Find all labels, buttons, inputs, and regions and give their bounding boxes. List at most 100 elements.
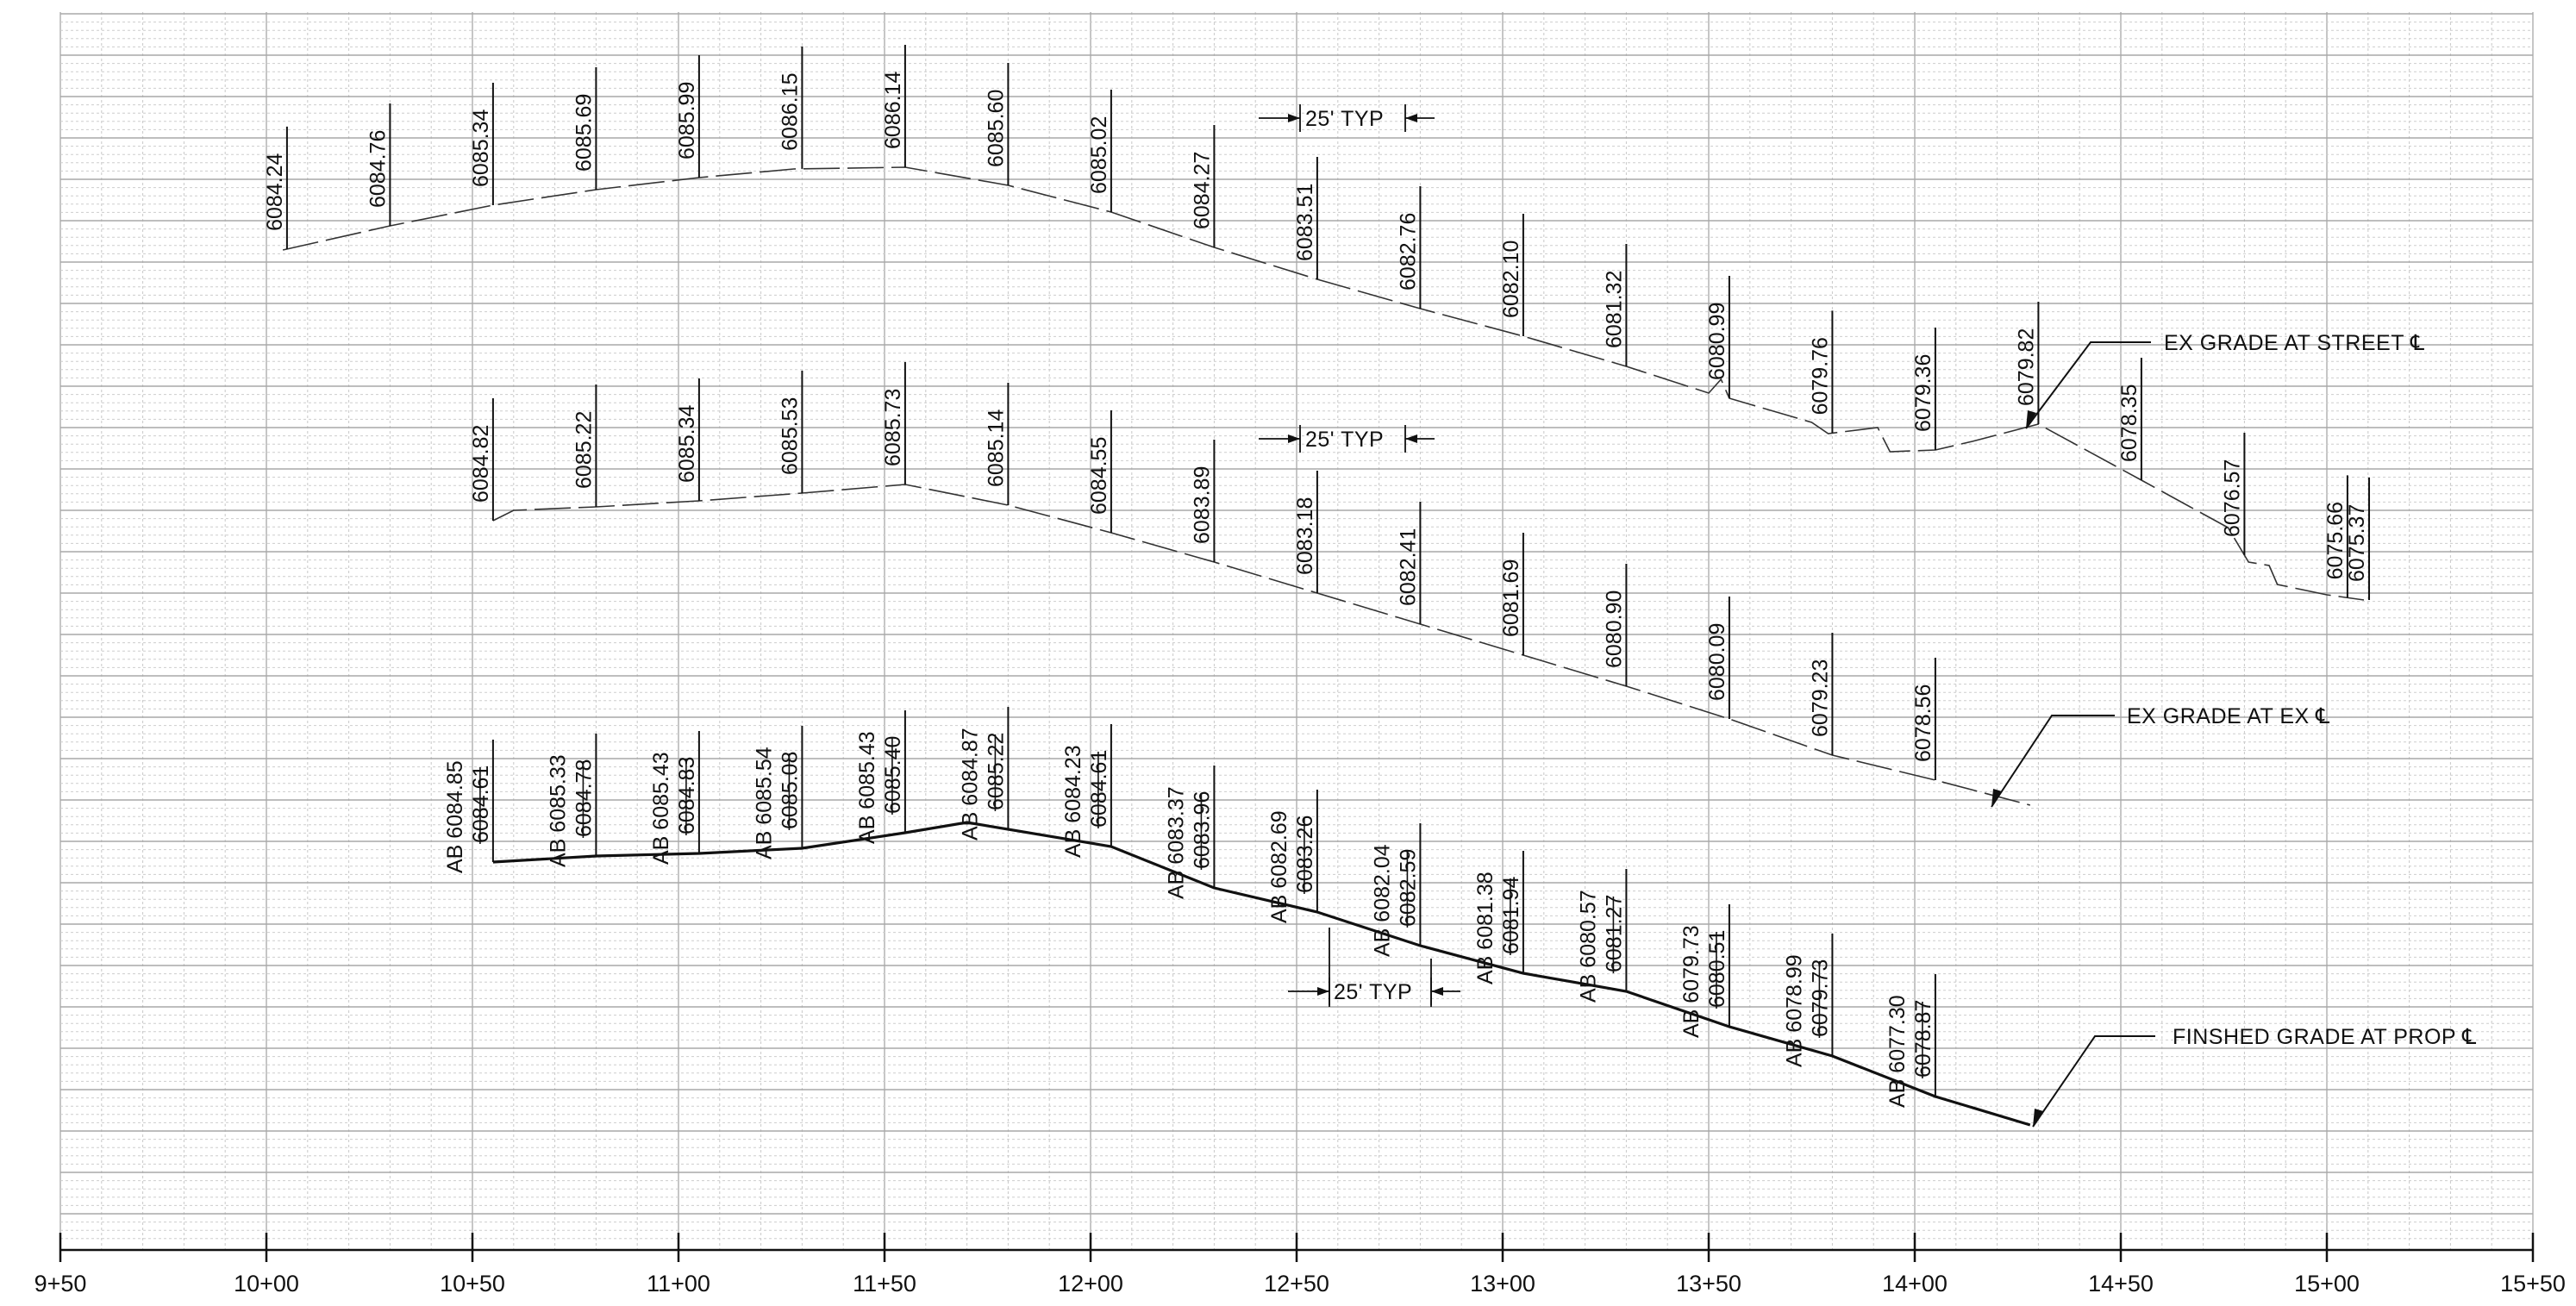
fg-elevation-label: 6084.83 <box>675 757 699 834</box>
typ-dimension: 25' TYP <box>1259 425 1435 453</box>
street-elevation-labels: 6084.24 6084.76 6085.34 6085.69 6085.99 6086.… <box>263 45 2371 600</box>
fg-elevation-label: 6085.08 <box>778 752 802 829</box>
elevation-label: 6079.82 <box>2014 328 2038 406</box>
elevation-label: 6080.09 <box>1705 623 1729 701</box>
grade-callout: EX GRADE AT STREET ℄ <box>2025 331 2425 429</box>
station-tick-label: 15+00 <box>2294 1271 2360 1297</box>
elevation-label: 6085.14 <box>984 409 1008 487</box>
fg-elevation-label: 6078.87 <box>1911 1000 1935 1078</box>
dim-text: 25' TYP <box>1305 107 1384 131</box>
fg-elevation-label: 6085.40 <box>881 736 905 814</box>
arrow-icon <box>1288 114 1300 122</box>
elevation-label: 6078.56 <box>1911 684 1935 762</box>
elevation-label: 6085.73 <box>881 389 905 466</box>
elevation-label: 6085.34 <box>469 109 493 187</box>
elevation-label: 6084.55 <box>1087 437 1111 515</box>
typ-dimension: 25' TYP <box>1259 104 1435 132</box>
station-tick-label: 14+00 <box>1882 1271 1948 1297</box>
dim-text: 25' TYP <box>1334 980 1412 1004</box>
station-tick-label: 13+00 <box>1470 1271 1535 1297</box>
elevation-label: 6085.34 <box>675 405 699 483</box>
elevation-label: 6083.51 <box>1293 184 1317 261</box>
fg-elevation-label: 6085.22 <box>984 733 1008 810</box>
profiles: 6084.24 6084.76 6085.34 6085.69 6085.99 6086.… <box>263 45 2371 1127</box>
dim-text: 25' TYP <box>1305 428 1384 452</box>
ab-elevation-label: AB 6085.33 <box>546 754 570 867</box>
ab-elevation-label: AB 6085.43 <box>649 752 673 865</box>
callout-note: EX GRADE AT STREET ℄ <box>2164 331 2425 355</box>
fg-elevation-label: 6081.94 <box>1499 877 1523 954</box>
elevation-label: 6085.69 <box>572 94 596 172</box>
ab-elevation-label: AB 6083.37 <box>1164 786 1188 899</box>
profile-line-prop-fl <box>492 821 2031 1127</box>
station-tick-label: 11+00 <box>647 1271 710 1297</box>
elevation-label: 6079.76 <box>1808 337 1832 415</box>
dimensions: 25' TYP 25' TYP 25' TYP <box>1259 104 1460 1007</box>
fg-elevation-label: 6084.61 <box>1087 750 1111 828</box>
elevation-label: 6079.23 <box>1808 659 1832 737</box>
elevation-label: 6081.32 <box>1602 271 1626 348</box>
ab-elevation-label: AB 6081.38 <box>1473 872 1497 984</box>
elevation-label: 6080.99 <box>1705 303 1729 380</box>
station-tick-label: 10+50 <box>440 1271 505 1297</box>
station-axis: 9+50 10+00 10+50 11+00 11+50 12+00 12+50 13+00 1… <box>34 1233 2566 1297</box>
elevation-label: 6084.76 <box>366 130 390 208</box>
station-tick-label: 9+50 <box>34 1271 87 1297</box>
ab-elevation-label: AB 6078.99 <box>1782 954 1806 1067</box>
callouts: EX GRADE AT STREET ℄ EX GRADE AT EX ℄ FINS… <box>1991 331 2476 1128</box>
elevation-label: 6085.60 <box>984 90 1008 167</box>
elevation-label: 6078.35 <box>2117 384 2141 462</box>
elevation-label: 6085.99 <box>675 82 699 159</box>
ab-elevation-label: AB 6082.04 <box>1370 844 1394 957</box>
ab-elevation-label: AB 6077.30 <box>1885 995 1910 1108</box>
ab-elevation-label: AB 6080.57 <box>1576 890 1600 1003</box>
typ-dimension: 25' TYP <box>1288 978 1460 1005</box>
elevation-label: 6083.18 <box>1293 497 1317 575</box>
profile-line-ex-fl <box>492 484 2031 806</box>
fg-elevation-label: 6080.51 <box>1705 930 1729 1008</box>
elevation-label: 6083.89 <box>1190 466 1214 544</box>
ab-elevation-label: AB 6085.43 <box>855 731 879 844</box>
elevation-label: 6086.15 <box>778 72 802 150</box>
station-tick-label: 10+00 <box>234 1271 299 1297</box>
prop-fl-elevation-labels: AB 6084.85 6084.61 AB 6085.33 6084.78 AB 608… <box>443 707 1936 1108</box>
elevation-label: 6076.57 <box>2220 459 2244 537</box>
elevation-label: 6085.22 <box>572 411 596 489</box>
station-tick-label: 12+00 <box>1058 1271 1123 1297</box>
station-tick-label: 14+50 <box>2088 1271 2154 1297</box>
arrow-icon <box>1405 434 1417 443</box>
callout-note: EX GRADE AT EX ℄ <box>2127 704 2330 728</box>
callout-leader <box>2025 341 2151 429</box>
fg-elevation-label: 6083.26 <box>1293 815 1317 893</box>
elevation-label: 6079.36 <box>1911 354 1935 432</box>
elevation-label: 6086.14 <box>881 72 905 149</box>
callout-leader <box>1991 715 2115 808</box>
elevation-label: 6085.53 <box>778 397 802 475</box>
arrow-icon <box>1405 114 1417 122</box>
elevation-label: 6084.82 <box>469 425 493 503</box>
elevation-label: 6075.37 <box>2345 504 2369 582</box>
ex-fl-elevation-labels: 6084.82 6085.22 6085.34 6085.53 6085.73 6085.… <box>469 362 1936 780</box>
fg-elevation-label: 6084.61 <box>469 765 493 843</box>
fg-elevation-label: 6084.78 <box>572 759 596 837</box>
elevation-label: 6085.02 <box>1087 116 1111 194</box>
ab-elevation-label: AB 6084.87 <box>958 728 982 840</box>
arrow-icon <box>2026 410 2036 428</box>
arrow-icon <box>1288 434 1300 443</box>
fg-elevation-label: 6079.73 <box>1808 959 1832 1037</box>
arrow-icon <box>1431 987 1443 996</box>
arrow-icon <box>1317 987 1329 996</box>
station-tick-label: 11+50 <box>853 1271 916 1297</box>
ab-elevation-label: AB 6082.69 <box>1267 810 1291 923</box>
elevation-label: 6080.90 <box>1602 591 1626 668</box>
grade-callout: EX GRADE AT EX ℄ <box>1991 704 2330 808</box>
elevation-label: 6082.76 <box>1396 213 1420 291</box>
grade-callout: FINSHED GRADE AT PROP ℄ <box>2032 1025 2476 1128</box>
arrow-icon <box>2033 1109 2043 1127</box>
fg-elevation-label: 6082.59 <box>1396 849 1420 927</box>
elevation-label: 6082.10 <box>1499 241 1523 318</box>
ab-elevation-label: AB 6085.54 <box>752 747 776 859</box>
station-tick-label: 12+50 <box>1264 1271 1329 1297</box>
profile-line-street <box>282 166 2365 601</box>
